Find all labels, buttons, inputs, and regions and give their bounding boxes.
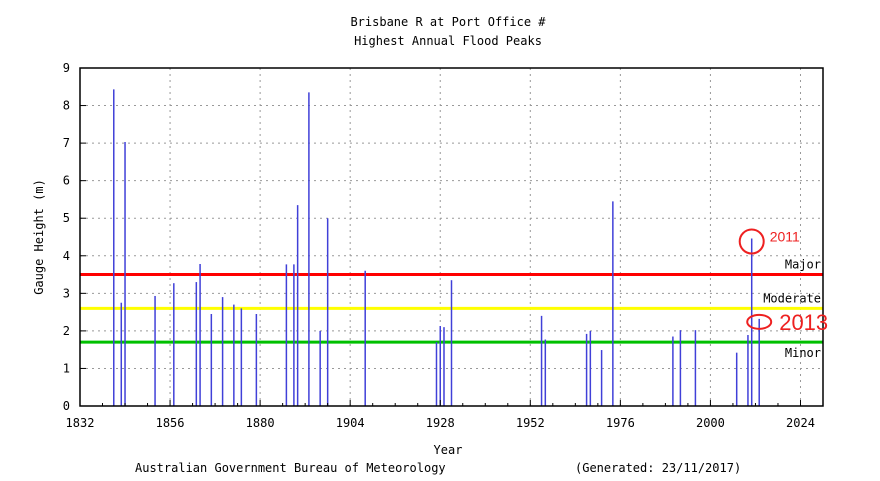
y-tick-label: 2 — [63, 324, 70, 338]
bars — [113, 89, 760, 406]
x-tick-label: 1952 — [516, 416, 545, 430]
y-tick-label: 0 — [63, 399, 70, 413]
y-tick-label: 4 — [63, 249, 70, 263]
axis-ticks: 0 1 2 3 4 5 6 7 8 9 1832 1856 1880 1904 1928 1952 1976 20… — [63, 61, 815, 430]
x-tick-label: 2000 — [696, 416, 725, 430]
x-tick-label: 1856 — [156, 416, 185, 430]
chart-subtitle: Highest Annual Flood Peaks — [354, 34, 542, 48]
x-tick-label: 1928 — [426, 416, 455, 430]
x-axis-label: Year — [434, 443, 463, 457]
plot-frame — [79, 67, 824, 407]
annotation-label-2011: 2011 — [770, 229, 800, 245]
threshold-label-minor: Minor — [785, 346, 821, 360]
annotations: 2011 2013 — [738, 228, 828, 335]
chart-title: Brisbane R at Port Office # — [350, 15, 546, 29]
annotation-label-2013: 2013 — [779, 310, 828, 335]
x-tick-label: 1880 — [246, 416, 275, 430]
y-tick-label: 6 — [63, 174, 70, 188]
x-tick-label: 1832 — [66, 416, 95, 430]
y-tick-label: 7 — [63, 136, 70, 150]
y-tick-label: 5 — [63, 211, 70, 225]
annotation-circle-2013 — [746, 313, 773, 330]
threshold-label-major: Major — [785, 258, 821, 272]
x-tick-label: 1904 — [336, 416, 365, 430]
y-axis-label: Gauge Height (m) — [32, 179, 46, 295]
x-tick-label: 1976 — [606, 416, 635, 430]
threshold-label-moderate: Moderate — [763, 291, 821, 305]
footer-generated: (Generated: 23/11/2017) — [575, 461, 741, 475]
y-tick-label: 3 — [63, 286, 70, 300]
y-tick-label: 1 — [63, 361, 70, 375]
footer-source: Australian Government Bureau of Meteorol… — [135, 461, 446, 475]
x-tick-label: 2024 — [786, 416, 815, 430]
y-tick-label: 8 — [63, 99, 70, 113]
grid — [80, 68, 823, 406]
y-tick-label: 9 — [63, 61, 70, 75]
annotation-circle-2011 — [738, 228, 765, 255]
